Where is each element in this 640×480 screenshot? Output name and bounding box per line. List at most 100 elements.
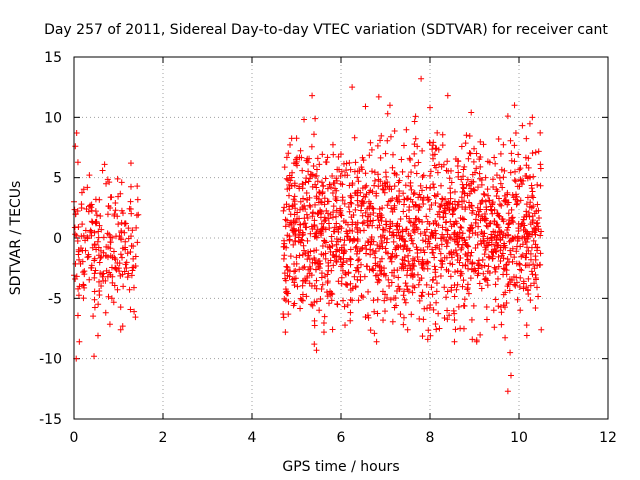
data-point [320, 319, 327, 326]
data-point [466, 199, 473, 206]
data-point [117, 251, 124, 258]
data-point [476, 280, 483, 287]
data-point [95, 301, 102, 308]
data-point [481, 251, 488, 258]
data-point [448, 287, 455, 294]
data-point [110, 248, 117, 255]
data-point [334, 301, 341, 308]
data-point [482, 198, 489, 205]
data-point [319, 243, 326, 250]
data-point [466, 150, 473, 157]
data-point [481, 262, 488, 269]
data-point [347, 256, 354, 263]
data-point [471, 187, 478, 194]
data-point [344, 172, 351, 179]
data-point [95, 234, 102, 241]
data-point [492, 229, 499, 236]
data-point [408, 237, 415, 244]
data-point [458, 246, 465, 253]
data-point [498, 202, 505, 209]
data-point [362, 170, 369, 177]
data-point [311, 341, 318, 348]
data-point [103, 243, 110, 250]
data-point [328, 297, 335, 304]
data-point [92, 208, 99, 215]
data-point [281, 204, 288, 211]
data-point [299, 297, 306, 304]
data-point [362, 194, 369, 201]
data-point [476, 156, 483, 163]
data-point [458, 176, 465, 183]
data-point [516, 166, 523, 173]
data-point [396, 192, 403, 199]
data-point [517, 266, 524, 273]
data-point [420, 201, 427, 208]
data-point [462, 262, 469, 269]
data-point [123, 265, 130, 272]
data-point [437, 250, 444, 257]
data-point [452, 205, 459, 212]
data-point [433, 280, 440, 287]
data-point [359, 166, 366, 173]
data-point [503, 262, 510, 269]
data-point [510, 235, 517, 242]
data-point [347, 166, 354, 173]
data-point [508, 206, 515, 213]
data-point [444, 239, 451, 246]
data-point [414, 271, 421, 278]
data-point [381, 189, 388, 196]
data-point [98, 283, 105, 290]
data-point [497, 150, 504, 157]
data-point [128, 272, 135, 279]
data-point [523, 244, 530, 251]
data-point [507, 372, 514, 379]
data-point [326, 224, 333, 231]
data-point [517, 274, 524, 281]
data-point [381, 180, 388, 187]
data-point [330, 228, 337, 235]
data-point [318, 208, 325, 215]
data-point [459, 198, 466, 205]
data-point [520, 278, 527, 285]
data-point [419, 187, 426, 194]
data-point [469, 261, 476, 268]
data-point [324, 185, 331, 192]
data-point [492, 160, 499, 167]
data-point [486, 197, 493, 204]
data-point [118, 179, 125, 186]
data-point [459, 181, 466, 188]
data-point [329, 172, 336, 179]
data-point [395, 229, 402, 236]
data-point [349, 237, 356, 244]
data-points [71, 75, 545, 395]
data-point [416, 297, 423, 304]
data-point [347, 280, 354, 287]
data-point [461, 237, 468, 244]
data-point [433, 326, 440, 333]
data-point [532, 274, 539, 281]
data-point [500, 302, 507, 309]
data-point [76, 338, 83, 345]
data-point [308, 143, 315, 150]
data-point [290, 302, 297, 309]
data-point [488, 231, 495, 238]
data-point [443, 243, 450, 250]
data-point [362, 314, 369, 321]
x-tick-label: 6 [337, 430, 346, 446]
data-point [451, 338, 458, 345]
data-point [484, 158, 491, 165]
data-point [343, 281, 350, 288]
data-point [114, 259, 121, 266]
data-point [446, 175, 453, 182]
data-point [451, 293, 458, 300]
data-point [425, 196, 432, 203]
data-point [504, 388, 511, 395]
data-point [444, 200, 451, 207]
data-point [344, 301, 351, 308]
data-point [329, 189, 336, 196]
data-point [291, 237, 298, 244]
data-point [498, 321, 505, 328]
data-point [301, 215, 308, 222]
data-point [478, 285, 485, 292]
data-point [450, 249, 457, 256]
